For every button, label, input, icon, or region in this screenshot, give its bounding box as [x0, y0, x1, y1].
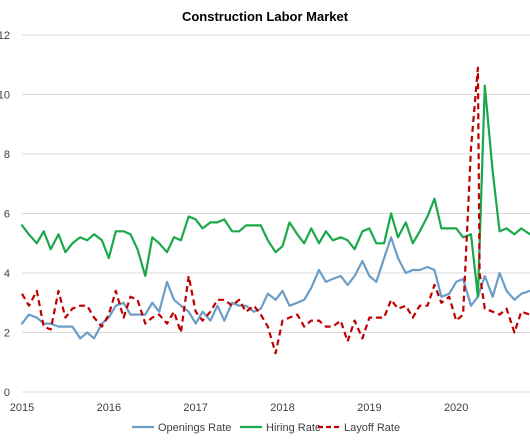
x-tick-label-5: 2020: [444, 402, 468, 414]
y-tick-label-5: 10: [0, 90, 10, 102]
legend: Openings Rate Hiring Rate Layoff Rate: [132, 422, 400, 434]
y-tick-label-1: 2: [4, 328, 10, 340]
legend-label-0: Openings Rate: [158, 422, 231, 434]
legend-label-1: Hiring Rate: [266, 422, 321, 434]
x-tick-label-3: 2018: [270, 402, 294, 414]
x-tick-label-2: 2017: [183, 402, 207, 414]
y-axis-ticks: 0 2 4 6 8 10 12: [0, 30, 10, 399]
x-tick-label-4: 2019: [357, 402, 381, 414]
y-tick-label-2: 4: [4, 268, 10, 280]
chart-title: Construction Labor Market: [182, 9, 349, 24]
y-tick-label-4: 8: [4, 149, 10, 161]
legend-label-2: Layoff Rate: [344, 422, 400, 434]
x-tick-label-0: 2015: [10, 402, 34, 414]
y-tick-label-3: 6: [4, 209, 10, 221]
series-line-layoff-rate: [21, 66, 530, 355]
x-axis-ticks: 2015201620172018201920202021: [10, 402, 469, 414]
series-lines: [20, 66, 530, 355]
y-tick-label-6: 12: [0, 30, 10, 42]
grid: [22, 34, 530, 393]
x-tick-label-1: 2016: [97, 402, 121, 414]
y-tick-label-0: 0: [4, 387, 10, 399]
series-line-hiring-rate: [20, 84, 530, 298]
